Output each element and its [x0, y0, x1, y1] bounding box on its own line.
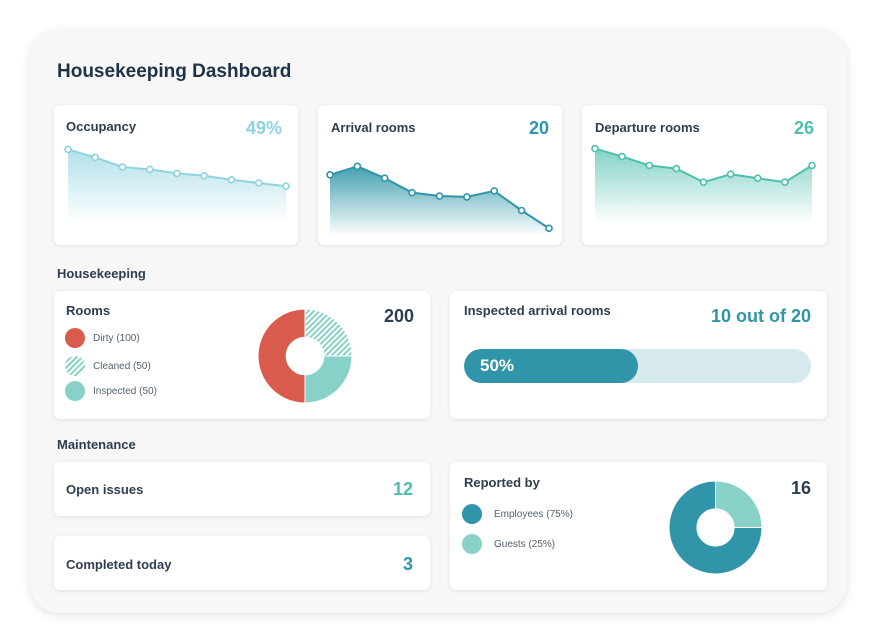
legend-inspected: Inspected (50) — [65, 381, 157, 401]
slice-dirty — [257, 308, 306, 404]
kpi-label: Departure rooms — [595, 120, 700, 135]
completed-today-card[interactable]: Completed today 3 — [54, 536, 430, 590]
inspected-label: Inspected arrival rooms — [464, 303, 611, 318]
legend-swatch — [65, 328, 85, 348]
sparkline-point — [545, 224, 553, 233]
sparkline-point — [353, 162, 362, 171]
inspected-progress-bar: 50% — [464, 349, 811, 383]
arrival-sparkline — [326, 162, 553, 236]
legend-swatch — [462, 534, 482, 554]
rooms-total: 200 — [383, 306, 414, 326]
open-issues-label: Open issues — [66, 482, 144, 497]
sparkline-point — [254, 179, 263, 187]
reported-label: Reported by — [464, 475, 540, 490]
open-issues-card[interactable]: Open issues 12 — [54, 462, 430, 516]
slice-cleaned — [304, 308, 353, 357]
sparkline-point — [145, 165, 154, 174]
sparkline-point — [645, 161, 654, 170]
completed-value: 3 — [402, 554, 413, 574]
sparkline-point — [490, 187, 499, 195]
slice-inspected — [304, 355, 353, 404]
section-maintenance: Maintenance — [57, 437, 136, 452]
sparkline-point — [227, 175, 236, 184]
sparkline-point — [618, 152, 626, 161]
rooms-donut-chart — [257, 308, 353, 404]
sparkline-point — [726, 170, 735, 179]
sparkline-point — [91, 153, 100, 162]
open-issues-value: 12 — [392, 479, 413, 499]
sparkline-point — [282, 182, 290, 191]
slice-employees — [668, 480, 763, 575]
sparkline-point — [808, 161, 816, 170]
completed-label: Completed today — [66, 557, 172, 572]
reported-by-card: Reported by 16 Employees (75%) Guests (2… — [450, 462, 827, 590]
legend-swatch — [65, 356, 85, 376]
kpi-arrival-rooms[interactable]: Arrival rooms 20 — [318, 105, 562, 245]
occupancy-sparkline — [64, 145, 290, 223]
legend-label: Employees (75%) — [494, 508, 573, 520]
legend-label: Dirty (100) — [93, 332, 140, 344]
sparkline-area — [68, 149, 286, 223]
kpi-value: 26 — [793, 118, 814, 138]
sparkline-point — [173, 169, 181, 178]
page-title: Housekeeping Dashboard — [57, 61, 292, 82]
rooms-label: Rooms — [66, 303, 111, 318]
rooms-card: Rooms 200 Dirty (100) Cleaned (50) Inspe… — [54, 291, 430, 419]
reported-donut-chart — [668, 480, 763, 575]
kpi-label: Arrival rooms — [331, 120, 416, 135]
kpi-departure-rooms[interactable]: Departure rooms 26 — [582, 105, 827, 245]
sparkline-point — [118, 163, 127, 171]
legend-dirty: Dirty (100) — [65, 328, 140, 348]
sparkline-point — [435, 192, 444, 200]
sparkline-point — [326, 170, 334, 179]
legend-label: Guests (25%) — [494, 538, 556, 550]
legend-guests: Guests (25%) — [462, 534, 555, 554]
sparkline-point — [380, 174, 389, 183]
kpi-label: Occupancy — [66, 119, 137, 134]
sparkline-point — [64, 145, 72, 154]
slice-guests — [715, 480, 763, 528]
kpi-occupancy[interactable]: Occupancy 49% — [54, 105, 298, 245]
sparkline-point — [781, 178, 789, 187]
legend-label: Cleaned (50) — [93, 360, 151, 372]
sparkline-point — [699, 178, 708, 187]
sparkline-point — [408, 188, 416, 197]
sparkline-point — [200, 171, 209, 180]
sparkline-point — [753, 174, 762, 183]
kpi-value: 20 — [528, 118, 549, 138]
sparkline-point — [517, 206, 526, 215]
inspected-value: 10 out of 20 — [710, 306, 811, 326]
legend-cleaned: Cleaned (50) — [65, 356, 151, 376]
inspected-card: Inspected arrival rooms 10 out of 20 50% — [450, 291, 827, 419]
reported-total: 16 — [790, 478, 811, 498]
kpi-value: 49% — [245, 118, 282, 138]
legend-employees: Employees (75%) — [462, 504, 573, 524]
sparkline-point — [672, 164, 681, 173]
section-housekeeping: Housekeeping — [57, 266, 146, 281]
legend-swatch — [65, 381, 85, 401]
sparkline-point — [463, 193, 471, 201]
sparkline-point — [591, 144, 599, 153]
legend-swatch — [462, 504, 482, 524]
sparkline-area — [330, 166, 549, 236]
departure-sparkline — [591, 144, 816, 223]
progress-fill: 50% — [464, 349, 638, 383]
legend-label: Inspected (50) — [93, 385, 157, 397]
